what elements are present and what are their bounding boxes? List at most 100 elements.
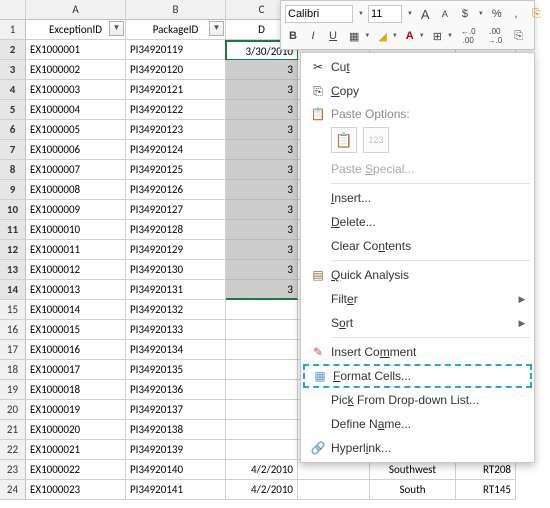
data-cell[interactable]: PI34920128 [126, 220, 226, 240]
column-header[interactable]: B [126, 0, 226, 20]
data-cell[interactable] [226, 320, 298, 340]
menu-insert-comment[interactable]: ✎ Insert Comment [303, 340, 532, 364]
row-header[interactable]: 15 [0, 300, 26, 320]
data-cell[interactable]: EX1000020 [26, 420, 126, 440]
data-cell[interactable]: 4/2/2010 [226, 480, 298, 500]
data-cell[interactable]: EX1000008 [26, 180, 126, 200]
data-cell[interactable]: EX1000022 [26, 460, 126, 480]
data-cell[interactable]: PI34920121 [126, 80, 226, 100]
merge-button[interactable]: ⊞ [429, 28, 446, 45]
row-header[interactable]: 20 [0, 400, 26, 420]
data-cell[interactable]: RT208 [456, 460, 516, 480]
row-header[interactable]: 11 [0, 220, 26, 240]
table-header-cell[interactable]: ExceptionID▼ [26, 20, 126, 40]
italic-button[interactable]: I [305, 28, 321, 44]
select-all-corner[interactable] [0, 0, 26, 20]
data-cell[interactable]: EX1000013 [26, 280, 126, 300]
data-cell[interactable]: 3 [226, 140, 298, 160]
data-cell[interactable]: EX1000014 [26, 300, 126, 320]
font-size-select[interactable] [368, 5, 402, 23]
data-cell[interactable]: 3 [226, 220, 298, 240]
data-cell[interactable]: EX1000001 [26, 40, 126, 60]
data-cell[interactable]: PI34920140 [126, 460, 226, 480]
row-header[interactable]: 24 [0, 480, 26, 500]
comma-format-button[interactable]: , [508, 6, 524, 22]
underline-button[interactable]: U [325, 28, 341, 44]
increase-decimal-button[interactable]: ←.0.00 [457, 25, 480, 47]
row-header[interactable]: 4 [0, 80, 26, 100]
decrease-decimal-button[interactable]: .00→.0 [484, 25, 507, 47]
row-header[interactable]: 5 [0, 100, 26, 120]
data-cell[interactable]: 3 [226, 280, 298, 300]
decrease-font-button[interactable]: A [437, 7, 453, 21]
format-painter-button[interactable]: ⎘ [528, 6, 544, 23]
menu-sort[interactable]: Sort ▶ [303, 311, 532, 335]
row-header[interactable]: 13 [0, 260, 26, 280]
data-cell[interactable]: EX1000016 [26, 340, 126, 360]
menu-delete[interactable]: Delete... [303, 210, 532, 234]
menu-insert[interactable]: Insert... [303, 186, 532, 210]
data-cell[interactable]: Southwest [370, 460, 456, 480]
menu-quick-analysis[interactable]: ▤ Quick Analysis [303, 263, 532, 287]
percent-format-button[interactable]: % [488, 6, 504, 22]
data-cell[interactable]: 3 [226, 60, 298, 80]
data-cell[interactable]: PI34920129 [126, 240, 226, 260]
data-cell[interactable]: 3 [226, 120, 298, 140]
data-cell[interactable]: PI34920131 [126, 280, 226, 300]
row-header[interactable]: 9 [0, 180, 26, 200]
data-cell[interactable] [226, 420, 298, 440]
data-cell[interactable]: EX1000004 [26, 100, 126, 120]
data-cell[interactable]: 3 [226, 240, 298, 260]
border-dropdown-icon[interactable]: ▼ [363, 33, 370, 39]
data-cell[interactable]: EX1000005 [26, 120, 126, 140]
menu-cut[interactable]: ✂ Cut [303, 55, 532, 79]
menu-format-cells[interactable]: ▦ Format Cells... [303, 364, 532, 388]
data-cell[interactable]: PI34920136 [126, 380, 226, 400]
border-button[interactable]: ▦ [345, 28, 363, 45]
data-cell[interactable]: 4/2/2010 [226, 460, 298, 480]
menu-copy[interactable]: ⎘ Copy [303, 79, 532, 103]
data-cell[interactable]: PI34920132 [126, 300, 226, 320]
data-cell[interactable]: PI34920133 [126, 320, 226, 340]
data-cell[interactable]: EX1000007 [26, 160, 126, 180]
row-header[interactable]: 21 [0, 420, 26, 440]
data-cell[interactable] [226, 300, 298, 320]
data-cell[interactable]: EX1000019 [26, 400, 126, 420]
data-cell[interactable]: PI34920127 [126, 200, 226, 220]
table-header-cell[interactable]: PackageID▼ [126, 20, 226, 40]
data-cell[interactable] [298, 460, 370, 480]
row-header[interactable]: 7 [0, 140, 26, 160]
data-cell[interactable]: PI34920122 [126, 100, 226, 120]
data-cell[interactable]: PI34920138 [126, 420, 226, 440]
row-header[interactable]: 18 [0, 360, 26, 380]
row-header[interactable]: 1 [0, 20, 26, 40]
data-cell[interactable]: PI34920134 [126, 340, 226, 360]
data-cell[interactable]: EX1000010 [26, 220, 126, 240]
data-cell[interactable]: PI34920135 [126, 360, 226, 380]
data-cell[interactable]: EX1000006 [26, 140, 126, 160]
font-name-select[interactable] [285, 5, 353, 23]
data-cell[interactable]: PI34920130 [126, 260, 226, 280]
increase-font-button[interactable]: A [417, 5, 433, 24]
data-cell[interactable]: EX1000003 [26, 80, 126, 100]
data-cell[interactable]: 3 [226, 260, 298, 280]
fill-dropdown-icon[interactable]: ▼ [391, 33, 398, 39]
row-header[interactable]: 19 [0, 380, 26, 400]
data-cell[interactable] [226, 440, 298, 460]
row-header[interactable]: 12 [0, 240, 26, 260]
data-cell[interactable]: South [370, 480, 456, 500]
data-cell[interactable]: PI34920123 [126, 120, 226, 140]
accounting-format-button[interactable]: $ [457, 6, 473, 22]
data-cell[interactable] [226, 360, 298, 380]
filter-button[interactable]: ▼ [209, 21, 224, 36]
data-cell[interactable]: 3 [226, 160, 298, 180]
font-color-dropdown-icon[interactable]: ▼ [418, 33, 425, 39]
row-header[interactable]: 10 [0, 200, 26, 220]
row-header[interactable]: 6 [0, 120, 26, 140]
filter-button[interactable]: ▼ [109, 21, 124, 36]
accounting-dropdown-icon[interactable]: ▼ [477, 11, 484, 17]
data-cell[interactable] [226, 340, 298, 360]
data-cell[interactable]: PI34920139 [126, 440, 226, 460]
menu-pick-from-list[interactable]: Pick From Drop-down List... [303, 388, 532, 412]
data-cell[interactable]: PI34920126 [126, 180, 226, 200]
